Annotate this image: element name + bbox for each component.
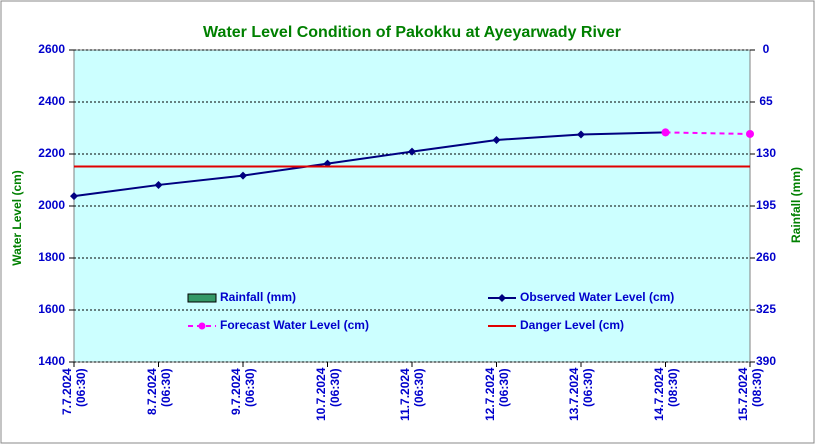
y-axis-label: Water Level (cm) xyxy=(10,170,24,266)
legend-swatch xyxy=(187,293,217,303)
x-tick-label: 9.7.2024 (06:30) xyxy=(229,368,257,415)
y2-tick-label: 325 xyxy=(756,302,776,316)
marker xyxy=(408,147,416,156)
y-tick-label: 1400 xyxy=(38,354,65,368)
legend-marker xyxy=(198,322,206,330)
y-tick-label: 1600 xyxy=(38,302,65,316)
y-tick-label: 2000 xyxy=(38,198,65,212)
marker xyxy=(70,192,78,201)
x-tick-label: 11.7.2024 (06:30) xyxy=(398,368,426,421)
chart-title: Water Level Condition of Pakokku at Ayey… xyxy=(203,24,621,41)
legend-label: Rainfall (mm) xyxy=(220,290,296,304)
x-tick-label: 14.7.2024 (08:30) xyxy=(651,368,680,422)
marker xyxy=(577,130,585,139)
marker xyxy=(661,128,670,137)
y2-tick-label: 130 xyxy=(756,146,776,160)
x-tick-label: 12.7.2024 (06:30) xyxy=(482,368,511,422)
y-tick-label: 1800 xyxy=(38,250,65,264)
x-tick-label: 15.7.2024 (08:30) xyxy=(736,368,764,422)
x-tick-label: 13.7.2024 (06:30) xyxy=(567,368,595,422)
legend-label: Observed Water Level (cm) xyxy=(520,290,674,304)
y-tick-label: 2200 xyxy=(38,146,65,160)
y2-tick-label: 65 xyxy=(759,94,773,108)
y2-tick-label: 390 xyxy=(756,354,776,368)
legend-label: Danger Level (cm) xyxy=(520,318,624,332)
y-tick-label: 2600 xyxy=(38,42,65,56)
x-tick-label: 8.7.2024 (06:30) xyxy=(144,368,173,415)
y-tick-label: 2400 xyxy=(38,94,65,108)
x-tick-label: 7.7.2024 (06:30) xyxy=(60,368,88,415)
y2-tick-label: 260 xyxy=(756,250,776,264)
series-line xyxy=(73,131,666,198)
marker xyxy=(492,135,501,144)
y2-axis-label: Rainfall (mm) xyxy=(789,167,803,243)
y2-tick-label: 0 xyxy=(763,42,770,56)
marker xyxy=(239,171,247,180)
legend-marker xyxy=(498,294,506,302)
y2-tick-label: 195 xyxy=(756,198,776,212)
legend-label: Forecast Water Level (cm) xyxy=(220,318,369,332)
marker xyxy=(154,180,163,189)
marker xyxy=(746,129,754,138)
x-tick-label: 10.7.2024 (06:30) xyxy=(313,368,342,422)
